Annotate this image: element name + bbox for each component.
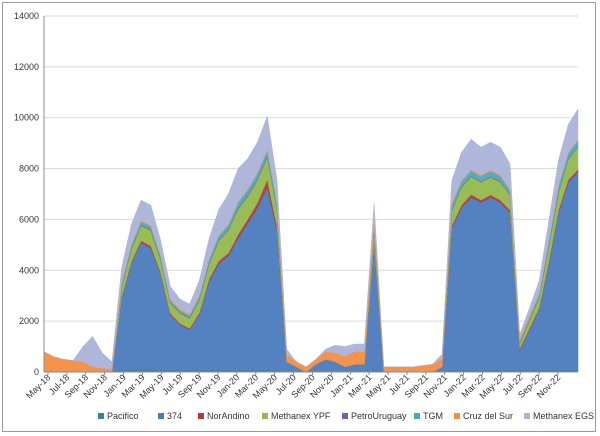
series-areas: [43, 108, 579, 373]
legend-swatch-methanex-egs: [524, 413, 530, 419]
y-tick-label-3: 6000: [19, 214, 39, 224]
y-tick-label-2: 4000: [19, 265, 39, 275]
x-tick-labels: May-18Jul-18Sep-18Nov-18Jan-19Mar-19May-…: [24, 372, 562, 401]
legend-swatch-norandino: [198, 413, 204, 419]
legend-swatch-tgm: [414, 413, 420, 419]
legend-label-norandino: NorAndino: [207, 411, 250, 421]
legend: Pacifico 374 NorAndino Methanex YPF PetroUru…: [98, 411, 594, 421]
legend-label-cruz-del-sur: Cruz del Sur: [463, 411, 513, 421]
legend-swatch-374: [158, 413, 164, 419]
y-tick-label-7: 14000: [14, 11, 39, 21]
legend-label-methanex-egs: Methanex EGS: [533, 411, 594, 421]
y-tick-labels: 0 2000 4000 6000 8000 10000 12000 14000: [14, 11, 39, 377]
legend-label-pacifico: Pacifico: [107, 411, 139, 421]
legend-label-tgm: TGM: [423, 411, 443, 421]
legend-swatch-pacifico: [98, 413, 104, 419]
legend-label-374: 374: [167, 411, 182, 421]
axes: [43, 16, 578, 373]
legend-label-methanex-ypf: Methanex YPF: [271, 411, 331, 421]
legend-label-petrouruguay: PetroUruguay: [351, 411, 407, 421]
y-tick-label-5: 10000: [14, 113, 39, 123]
legend-swatch-cruz-del-sur: [454, 413, 460, 419]
series-area-methanex-egs: [43, 108, 579, 370]
y-tick-label-0: 0: [34, 367, 39, 377]
y-tick-label-6: 12000: [14, 62, 39, 72]
y-tick-label-4: 8000: [19, 164, 39, 174]
legend-swatch-methanex-ypf: [262, 413, 268, 419]
y-tick-label-1: 2000: [19, 316, 39, 326]
legend-swatch-petrouruguay: [342, 413, 348, 419]
